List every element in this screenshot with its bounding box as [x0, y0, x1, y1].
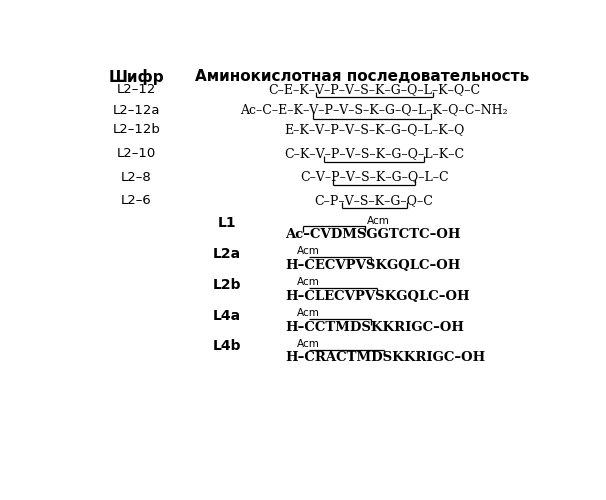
Text: L2–8: L2–8	[121, 170, 152, 183]
Text: L2–12a: L2–12a	[113, 104, 160, 117]
Text: L2–10: L2–10	[116, 148, 156, 160]
Text: C–V–P–V–S–K–G–Q–L–C: C–V–P–V–S–K–G–Q–L–C	[300, 170, 448, 183]
Text: H–CCTMDSKKRIGC–OH: H–CCTMDSKKRIGC–OH	[285, 320, 464, 334]
Text: L2–12b: L2–12b	[112, 123, 160, 136]
Text: C–K–V–P–V–S–K–G–Q–L–K–C: C–K–V–P–V–S–K–G–Q–L–K–C	[284, 148, 464, 160]
Text: L2a: L2a	[213, 247, 241, 261]
Text: Acm: Acm	[297, 277, 320, 287]
Text: E–K–V–P–V–S–K–G–Q–L–K–Q: E–K–V–P–V–S–K–G–Q–L–K–Q	[284, 123, 464, 136]
Text: Шифр: Шифр	[108, 69, 164, 85]
Text: Acm: Acm	[297, 308, 320, 318]
Text: Acm: Acm	[367, 216, 390, 226]
Text: Аминокислотная последовательность: Аминокислотная последовательность	[195, 69, 530, 84]
Text: C–E–K–V–P–V–S–K–G–Q–L–K–Q–C: C–E–K–V–P–V–S–K–G–Q–L–K–Q–C	[268, 83, 480, 96]
Text: Ac–C–E–K–V–P–V–S–K–G–Q–L–K–Q–C–NH₂: Ac–C–E–K–V–P–V–S–K–G–Q–L–K–Q–C–NH₂	[241, 104, 508, 117]
Text: H–CRACTMDSKKRIGC–OH: H–CRACTMDSKKRIGC–OH	[285, 352, 485, 364]
Text: Ac–CVDMSGGTCTC–OH: Ac–CVDMSGGTCTC–OH	[285, 228, 461, 241]
Text: Acm: Acm	[297, 246, 320, 256]
Text: L1: L1	[218, 216, 236, 230]
Text: L2b: L2b	[213, 278, 241, 292]
Text: L2–6: L2–6	[121, 194, 152, 206]
Text: L4b: L4b	[213, 340, 241, 353]
Text: Acm: Acm	[297, 339, 320, 349]
Text: H–CLECVPVSKGQLC–OH: H–CLECVPVSKGQLC–OH	[285, 290, 470, 303]
Text: C–P–V–S–K–G–Q–C: C–P–V–S–K–G–Q–C	[315, 194, 433, 206]
Text: L2–12: L2–12	[116, 83, 156, 96]
Text: L4a: L4a	[213, 308, 241, 322]
Text: H–CECVPVSKGQLC–OH: H–CECVPVSKGQLC–OH	[285, 259, 461, 272]
